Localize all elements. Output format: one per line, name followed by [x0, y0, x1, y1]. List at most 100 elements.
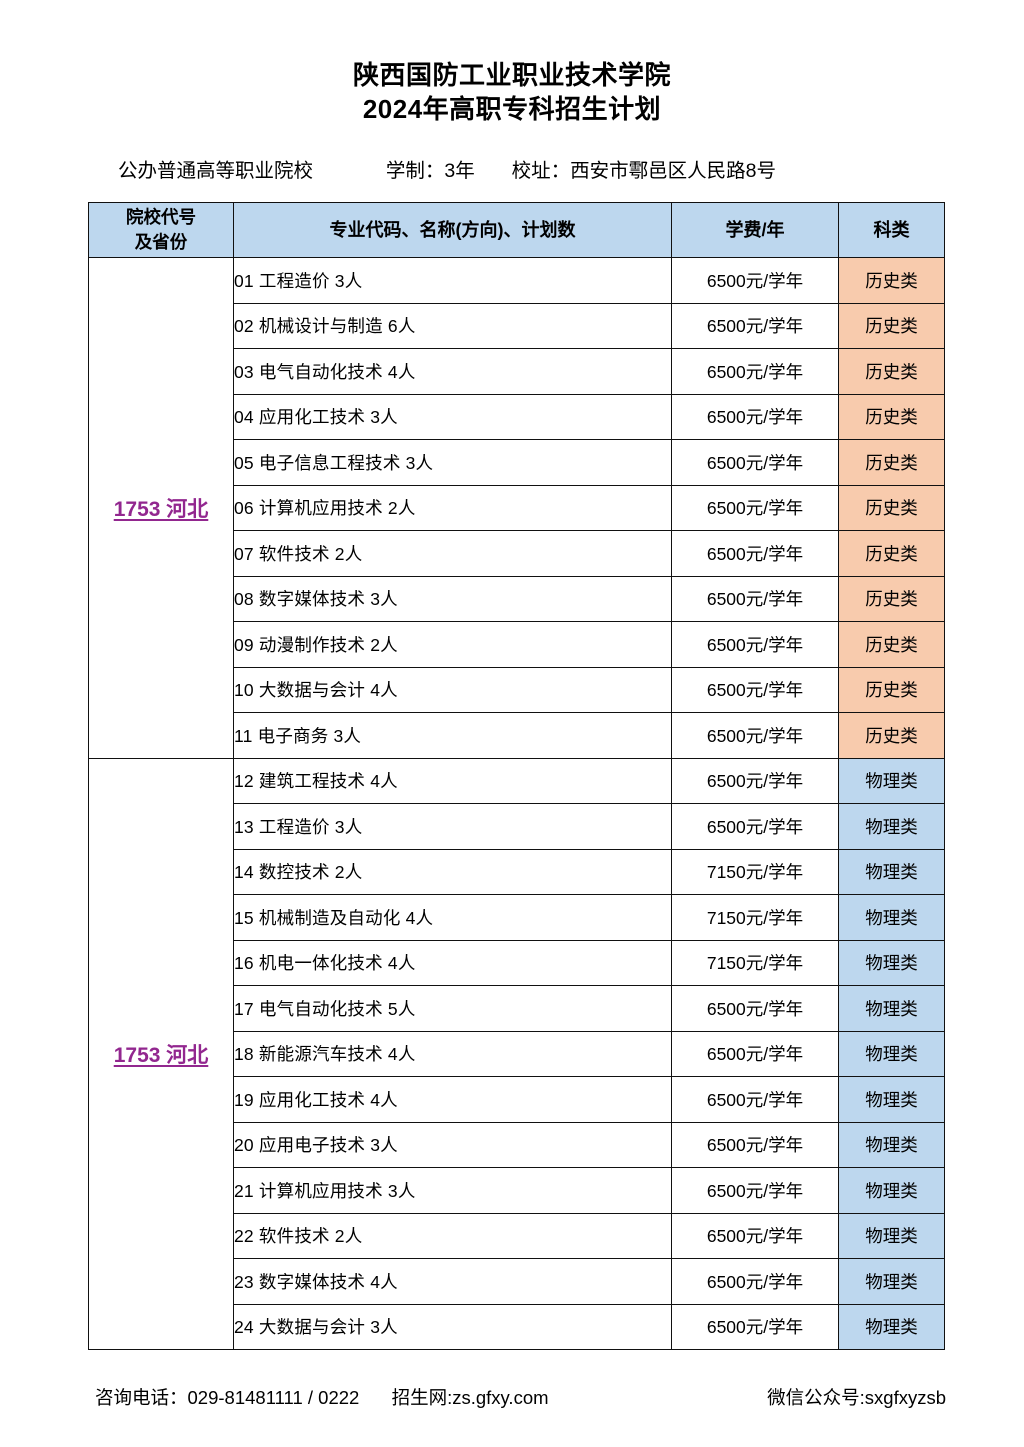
table-row: 03 电气自动化技术 4人 6500元/学年 历史类	[89, 348, 945, 395]
cell-subject-category: 物理类	[838, 1303, 945, 1350]
table-body: 1753 河北 01 工程造价 3人 6500元/学年 历史类 02 机械设计与制造 6…	[88, 257, 945, 1350]
cell-major: 06 计算机应用技术 2人	[233, 484, 672, 531]
table-row: 1753 河北 12 建筑工程技术 4人 6500元/学年 物理类	[88, 757, 945, 1350]
column-header-code-province: 院校代号 及省份	[88, 202, 234, 258]
table-row: 21 计算机应用技术 3人 6500元/学年 物理类	[89, 1167, 945, 1214]
table-row: 08 数字媒体技术 3人 6500元/学年 历史类	[89, 575, 945, 622]
cell-major: 08 数字媒体技术 3人	[233, 575, 672, 622]
cell-tuition: 6500元/学年	[671, 1076, 839, 1123]
table-row: 24 大数据与会计 3人 6500元/学年 物理类	[89, 1303, 945, 1350]
cell-tuition: 6500元/学年	[671, 803, 839, 850]
cell-subject-category: 物理类	[838, 1167, 945, 1214]
table-head: 院校代号 及省份 专业代码、名称(方向)、计划数 学费/年 科类	[88, 202, 945, 258]
cell-major: 18 新能源汽车技术 4人	[233, 1030, 672, 1077]
column-header-code-province-line2: 及省份	[134, 232, 188, 252]
school-nature-text: 公办普通高等职业院校	[118, 160, 314, 182]
cell-subject-category: 历史类	[838, 621, 945, 668]
cell-tuition: 6500元/学年	[671, 757, 839, 804]
cell-major: 24 大数据与会计 3人	[233, 1303, 672, 1350]
table-header-row: 院校代号 及省份 专业代码、名称(方向)、计划数 学费/年 科类	[88, 202, 945, 258]
page-title-line-2: 2024年高职专科招生计划	[362, 94, 662, 124]
document-footer: 咨询电话：029-81481111 / 0222 招生网:zs.gfxy.com…	[0, 1385, 1024, 1411]
cell-subject-category: 物理类	[838, 985, 945, 1032]
cell-subject-category: 历史类	[838, 439, 945, 486]
cell-major: 12 建筑工程技术 4人	[233, 757, 672, 804]
institution-code-label: 1753 河北	[113, 1043, 209, 1067]
table-row: 06 计算机应用技术 2人 6500元/学年 历史类	[89, 484, 945, 531]
cell-tuition: 6500元/学年	[671, 302, 839, 349]
table-row: 10 大数据与会计 4人 6500元/学年 历史类	[89, 666, 945, 713]
cell-tuition: 6500元/学年	[671, 1303, 839, 1350]
cell-subject-category: 历史类	[838, 484, 945, 531]
cell-major: 03 电气自动化技术 4人	[233, 348, 672, 395]
cell-major: 20 应用电子技术 3人	[233, 1121, 672, 1168]
cell-major: 16 机电一体化技术 4人	[233, 939, 672, 986]
cell-major: 11 电子商务 3人	[233, 712, 672, 759]
cell-tuition: 6500元/学年	[671, 1030, 839, 1077]
cell-major: 07 软件技术 2人	[233, 530, 672, 577]
cell-tuition: 6500元/学年	[671, 1121, 839, 1168]
cell-subject-category: 物理类	[838, 1076, 945, 1123]
enrollment-plan-table: 院校代号 及省份 专业代码、名称(方向)、计划数 学费/年 科类 1753 河北…	[88, 202, 945, 1350]
cell-tuition: 6500元/学年	[671, 985, 839, 1032]
footer-admissions-site[interactable]: 招生网:zs.gfxy.com	[391, 1387, 549, 1408]
table-row: 15 机械制造及自动化 4人 7150元/学年 物理类	[89, 894, 945, 941]
table-row: 16 机电一体化技术 4人 7150元/学年 物理类	[89, 939, 945, 986]
cell-subject-category: 物理类	[838, 848, 945, 895]
cell-subject-category: 历史类	[838, 393, 945, 440]
table-row: 22 软件技术 2人 6500元/学年 物理类	[89, 1212, 945, 1259]
cell-major: 17 电气自动化技术 5人	[233, 985, 672, 1032]
cell-major: 15 机械制造及自动化 4人	[233, 894, 672, 941]
cell-major: 02 机械设计与制造 6人	[233, 302, 672, 349]
cell-subject-category: 物理类	[838, 1212, 945, 1259]
cell-tuition: 6500元/学年	[671, 439, 839, 486]
cell-tuition: 6500元/学年	[671, 530, 839, 577]
table-row: 04 应用化工技术 3人 6500元/学年 历史类	[89, 393, 945, 440]
cell-subject-category: 物理类	[838, 1030, 945, 1077]
footer-phone-label: 咨询电话：	[95, 1387, 188, 1408]
cell-subject-category: 历史类	[838, 257, 945, 304]
cell-major: 21 计算机应用技术 3人	[233, 1167, 672, 1214]
duration-value: 3年	[444, 160, 475, 182]
column-header-major: 专业代码、名称(方向)、计划数	[233, 202, 672, 258]
cell-subject-category: 物理类	[838, 894, 945, 941]
school-info-line: 公办普通高等职业院校 学制：3年 校址：西安市鄠邑区人民路8号	[0, 158, 1024, 184]
cell-major: 22 软件技术 2人	[233, 1212, 672, 1259]
footer-wechat: 微信公众号:sxgfxyzsb	[767, 1387, 946, 1408]
cell-subject-category: 历史类	[838, 530, 945, 577]
cell-tuition: 6500元/学年	[671, 1258, 839, 1305]
duration-label: 学制：	[385, 160, 445, 182]
cell-tuition: 6500元/学年	[671, 621, 839, 668]
cell-tuition: 6500元/学年	[671, 257, 839, 304]
cell-tuition: 6500元/学年	[671, 1167, 839, 1214]
column-header-tuition: 学费/年	[671, 202, 839, 258]
cell-institution-code-province: 1753 河北	[88, 757, 234, 1350]
table-row: 20 应用电子技术 3人 6500元/学年 物理类	[89, 1121, 945, 1168]
cell-major: 01 工程造价 3人	[233, 257, 672, 304]
cell-subject-category: 历史类	[838, 348, 945, 395]
cell-subject-category: 历史类	[838, 712, 945, 759]
cell-subject-category: 物理类	[838, 757, 945, 804]
table-row: 02 机械设计与制造 6人 6500元/学年 历史类	[89, 302, 945, 349]
cell-subject-category: 历史类	[838, 302, 945, 349]
table-row: 19 应用化工技术 4人 6500元/学年 物理类	[89, 1076, 945, 1123]
cell-tuition: 6500元/学年	[671, 666, 839, 713]
cell-major: 13 工程造价 3人	[233, 803, 672, 850]
cell-tuition: 6500元/学年	[671, 1212, 839, 1259]
table-row: 13 工程造价 3人 6500元/学年 物理类	[89, 803, 945, 850]
cell-subject-category: 历史类	[838, 575, 945, 622]
footer-phone-value: 029-81481111 / 0222	[187, 1387, 360, 1408]
cell-major: 10 大数据与会计 4人	[233, 666, 672, 713]
cell-subject-category: 物理类	[838, 939, 945, 986]
cell-tuition: 6500元/学年	[671, 575, 839, 622]
table-row: 05 电子信息工程技术 3人 6500元/学年 历史类	[89, 439, 945, 486]
address-label: 校址：	[511, 160, 571, 182]
institution-code-label: 1753 河北	[113, 497, 209, 521]
cell-major: 23 数字媒体技术 4人	[233, 1258, 672, 1305]
plan-table-container: 院校代号 及省份 专业代码、名称(方向)、计划数 学费/年 科类 1753 河北…	[0, 202, 1024, 1350]
table-row: 07 软件技术 2人 6500元/学年 历史类	[89, 530, 945, 577]
table-row: 1753 河北 01 工程造价 3人 6500元/学年 历史类	[88, 257, 945, 759]
cell-subject-category: 物理类	[838, 1258, 945, 1305]
cell-tuition: 6500元/学年	[671, 393, 839, 440]
address-value: 西安市鄠邑区人民路8号	[570, 160, 776, 182]
